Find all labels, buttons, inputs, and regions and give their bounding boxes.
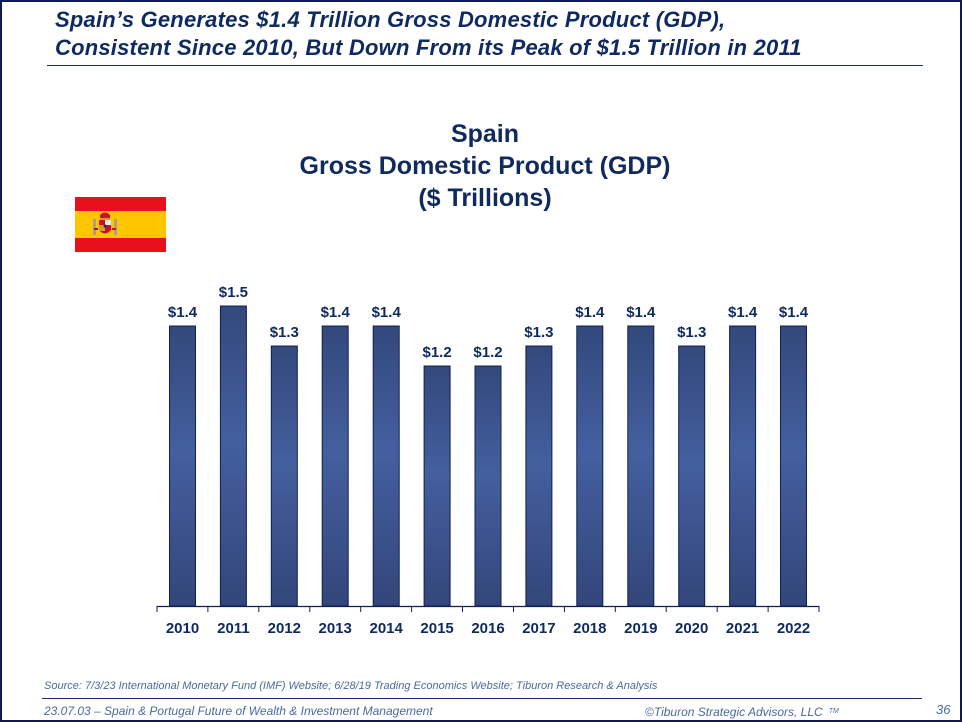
data-label-2022: $1.4 (779, 304, 809, 321)
x-tick-label-2012: 2012 (268, 620, 301, 637)
data-label-2010: $1.4 (168, 304, 198, 321)
page-number: 36 (936, 702, 951, 717)
copyright-text: ©Tiburon Strategic Advisors, LLC (645, 705, 823, 719)
data-label-2019: $1.4 (626, 304, 656, 321)
x-tick-label-2014: 2014 (370, 620, 404, 637)
x-tick-label-2018: 2018 (573, 620, 606, 637)
data-label-2015: $1.2 (422, 344, 451, 361)
flag-stripe-bottom (75, 238, 166, 252)
bar-2014 (372, 325, 400, 607)
x-tick-label-2019: 2019 (624, 620, 657, 637)
slide-headline: Spain’s Generates $1.4 Trillion Gross Do… (55, 6, 925, 62)
source-note: Source: 7/3/23 International Monetary Fu… (44, 680, 658, 692)
footer-deck-title: 23.07.03 – Spain & Portugal Future of We… (44, 704, 433, 718)
x-tick-label-2015: 2015 (420, 620, 453, 637)
footer-divider (42, 698, 922, 699)
x-tick-label-2013: 2013 (319, 620, 352, 637)
coat-of-arms-icon (93, 212, 117, 235)
headline-divider (47, 65, 923, 66)
x-tick-label-2011: 2011 (217, 620, 250, 637)
data-label-2017: $1.3 (524, 324, 553, 341)
data-label-2013: $1.4 (321, 304, 351, 321)
bar-2022 (780, 325, 807, 607)
trademark-mark: TM (828, 708, 839, 715)
bar-2020 (678, 345, 706, 607)
bar-2017 (525, 345, 553, 607)
bar-2013 (321, 325, 349, 607)
x-tick-label-2010: 2010 (166, 620, 199, 637)
bar-2018 (576, 325, 604, 607)
data-label-2021: $1.4 (728, 304, 758, 321)
bar-2012 (270, 345, 298, 607)
headline-line-1: Spain’s Generates $1.4 Trillion Gross Do… (55, 7, 726, 32)
x-tick-label-2016: 2016 (471, 620, 504, 637)
x-tick-label-2020: 2020 (675, 620, 708, 637)
spain-flag-icon (75, 197, 166, 252)
bar-2010 (169, 325, 196, 607)
chart-title-line-3: ($ Trillions) (418, 184, 552, 212)
bar-2021 (729, 325, 757, 607)
data-label-2020: $1.3 (677, 324, 706, 341)
x-tick-label-2017: 2017 (522, 620, 555, 637)
data-label-2018: $1.4 (575, 304, 605, 321)
data-label-2012: $1.3 (270, 324, 299, 341)
data-label-2011: $1.5 (219, 284, 248, 301)
bar-2011 (219, 305, 247, 607)
footer-copyright: ©Tiburon Strategic Advisors, LLC TM (645, 705, 839, 719)
flag-stripe-middle (75, 211, 166, 238)
chart-title: Spain Gross Domestic Product (GDP) ($ Tr… (200, 118, 770, 214)
flag-stripe-top (75, 197, 166, 211)
data-label-2014: $1.4 (372, 304, 402, 321)
data-label-2016: $1.2 (473, 344, 502, 361)
bar-2019 (627, 325, 655, 607)
bar-2015 (423, 365, 451, 607)
chart-title-line-2: Gross Domestic Product (GDP) (299, 152, 671, 180)
chart-title-line-1: Spain (450, 120, 520, 148)
x-tick-label-2021: 2021 (726, 620, 759, 637)
bar-2016 (474, 365, 502, 607)
headline-line-2: Consistent Since 2010, But Down From its… (55, 35, 802, 60)
x-tick-label-2022: 2022 (777, 620, 810, 637)
